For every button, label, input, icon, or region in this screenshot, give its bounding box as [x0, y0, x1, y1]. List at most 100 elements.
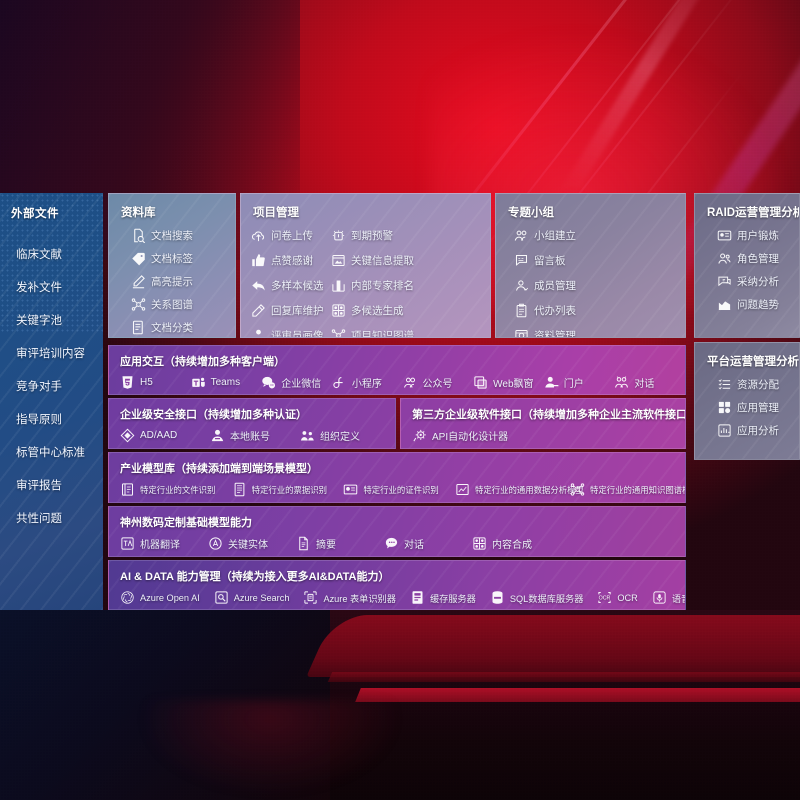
item-relation-graph[interactable]: 关系图谱 — [131, 297, 235, 312]
item-highlight-hint[interactable]: 高亮提示 — [131, 274, 235, 289]
item-archive-manage[interactable]: 资料管理 — [514, 328, 600, 338]
machine-translate-icon — [120, 536, 135, 551]
row-thirdparty-title: 第三方企业级软件接口（持续增加多种企业主流软件接口） — [412, 409, 686, 421]
item-label: Azure Open AI — [140, 592, 200, 603]
item-key-info-extract[interactable]: 关键信息提取 — [331, 253, 414, 268]
item-form-recognizer[interactable]: Azure 表单识别器 — [303, 590, 396, 605]
item-document-tag[interactable]: 文档标签 — [131, 251, 235, 266]
panel-platform-items: 资源分配 应用管理 应用分析 — [695, 369, 799, 446]
item-summary[interactable]: 摘要 — [296, 536, 384, 551]
svg-text:OCR: OCR — [599, 596, 611, 602]
resource-list-icon — [717, 377, 732, 392]
item-label: 小程序 — [351, 379, 382, 390]
item-user-training[interactable]: 用户锻炼 — [717, 228, 799, 243]
item-machine-translation[interactable]: 机器翻译 — [120, 536, 208, 551]
item-local-account[interactable]: 本地账号 — [210, 428, 300, 443]
sidebar-item-clinical-literature[interactable]: 临床文献 — [16, 249, 62, 261]
item-miniprogram[interactable]: 小程序 — [332, 375, 403, 390]
item-h5[interactable]: H5 — [120, 375, 191, 390]
item-thanks-like[interactable]: 点赞感谢 — [251, 253, 331, 268]
item-reviewer-profile[interactable]: 评审员画像 — [251, 328, 331, 338]
item-dialog[interactable]: 对话 — [614, 375, 685, 390]
item-azure-open-ai[interactable]: Azure Open AI — [120, 590, 200, 605]
item-data-analysis-model[interactable]: 特定行业的通用数据分析模型 — [455, 482, 584, 497]
item-app-management[interactable]: 应用管理 — [717, 400, 799, 415]
sidebar-item-guidelines[interactable]: 指导原则 — [16, 414, 62, 426]
row-ai-data-capability: AI & DATA 能力管理（持续为接入更多AI&DATA能力） Azure O… — [108, 560, 686, 610]
item-questionnaire-upload[interactable]: 问卷上传 — [251, 228, 331, 243]
graph-network-icon — [331, 328, 346, 337]
item-project-knowledge-graph[interactable]: 项目知识图谱 — [331, 328, 414, 337]
panel-platform-analysis: 平台运营管理分析 资源分配 应用管理 应用分析 — [694, 342, 800, 460]
item-sql-database-server[interactable]: SQL数据库服务器 — [490, 590, 583, 605]
sidebar-item-review-training[interactable]: 审评培训内容 — [16, 348, 85, 360]
panel-group-title: 专题小组 — [508, 207, 554, 219]
item-cache-server[interactable]: 缓存服务器 — [410, 590, 476, 605]
item-ad-aad[interactable]: AD/AAD — [120, 428, 210, 443]
row-application-interaction: 应用交互（持续增加多种客户端） H5 Teams 企业微信 小程序 公众号 — [108, 345, 686, 395]
item-multi-candidate-generate[interactable]: 多候选生成 — [331, 303, 411, 318]
item-due-warning[interactable]: 到期预警 — [331, 228, 411, 243]
item-label: 特定行业的文件识别 — [140, 484, 216, 495]
item-org-define[interactable]: 组织定义 — [300, 428, 390, 443]
archive-manage-icon — [514, 328, 529, 337]
sidebar-item-common-issues[interactable]: 共性问题 — [16, 513, 62, 525]
sidebar-list: 临床文献 发补文件 关键字池 审评培训内容 竞争对手 指导原则 标管中心标准 审… — [0, 239, 103, 536]
item-knowledge-graph-model[interactable]: 特定行业的通用知识图谱模型 — [570, 482, 685, 497]
role-users-icon — [717, 251, 732, 266]
app-grid-icon — [717, 400, 732, 415]
item-api-designer[interactable]: API自动化设计器 — [412, 428, 508, 443]
item-message-board[interactable]: 留言板 — [514, 253, 600, 268]
item-label: Azure 表单识别器 — [323, 593, 396, 604]
sidebar-item-competitors[interactable]: 竞争对手 — [16, 381, 62, 393]
item-adoption-analysis[interactable]: 采纳分析 — [717, 274, 799, 289]
item-content-synthesis[interactable]: 内容合成 — [472, 536, 560, 551]
item-app-analysis[interactable]: 应用分析 — [717, 423, 799, 438]
item-key-entity[interactable]: 关键实体 — [208, 536, 296, 551]
item-invoice-recognition[interactable]: 特定行业的票据识别 — [232, 482, 344, 497]
item-label: 角色管理 — [737, 253, 779, 265]
item-azure-search[interactable]: Azure Search — [214, 590, 289, 605]
item-teams[interactable]: Teams — [191, 375, 262, 390]
row-base-title: 神州数码定制基础模型能力 — [120, 517, 252, 529]
sidebar-item-supplement-files[interactable]: 发补文件 — [16, 282, 62, 294]
item-web-float-window[interactable]: Web飘窗 — [473, 375, 544, 390]
sidebar-item-standards-center[interactable]: 标管中心标准 — [16, 447, 85, 459]
item-label: 机器翻译 — [140, 540, 180, 551]
ocr-icon: OCR — [597, 590, 612, 605]
sidebar-item-review-report[interactable]: 审评报告 — [16, 480, 62, 492]
item-official-account[interactable]: 公众号 — [403, 375, 474, 390]
item-portal[interactable]: 门户 — [544, 375, 615, 390]
item-document-search[interactable]: 文档搜索 — [131, 228, 235, 243]
item-wecom[interactable]: 企业微信 — [261, 375, 332, 390]
sql-database-icon — [490, 590, 505, 605]
item-issue-trend[interactable]: 问题趋势 — [717, 297, 799, 312]
panel-project-management: 项目管理 问卷上传 到期预警 点赞感谢 关键信息提取 多样本候选 — [240, 193, 491, 338]
item-label: 评审员画像 — [271, 330, 324, 338]
item-resource-allocation[interactable]: 资源分配 — [717, 377, 799, 392]
item-role-manage[interactable]: 角色管理 — [717, 251, 799, 266]
item-file-recognition[interactable]: 特定行业的文件识别 — [120, 482, 232, 497]
item-document-category[interactable]: 文档分类 — [131, 320, 235, 335]
item-reply-library-maintain[interactable]: 回复库维护 — [251, 303, 331, 318]
item-todo-list[interactable]: 代办列表 — [514, 303, 600, 318]
teams-icon — [191, 375, 206, 390]
item-speech-understanding[interactable]: 语音理解 — [652, 590, 685, 605]
item-chat[interactable]: 对话 — [384, 536, 472, 551]
item-multi-sample-candidate[interactable]: 多样本候选 — [251, 278, 331, 293]
data-analysis-model-icon — [455, 482, 470, 497]
row-interaction-items: H5 Teams 企业微信 小程序 公众号 Web飘窗 — [109, 369, 685, 390]
item-group-create[interactable]: 小组建立 — [514, 228, 600, 243]
row-base-items: 机器翻译 关键实体 摘要 对话 内容合成 — [109, 530, 685, 551]
item-ocr[interactable]: OCR OCR — [597, 590, 638, 605]
sidebar-item-keyword-pool[interactable]: 关键字池 — [16, 315, 62, 327]
item-internal-expert-ranking[interactable]: 内部专家排名 — [331, 278, 414, 293]
item-label: 资料管理 — [534, 330, 576, 338]
item-label: 内容合成 — [492, 540, 532, 551]
generate-grid-icon — [331, 303, 346, 318]
user-card-icon — [717, 228, 732, 243]
item-id-card-recognition[interactable]: 特定行业的证件识别 — [343, 482, 455, 497]
item-member-manage[interactable]: 成员管理 — [514, 278, 600, 293]
row-ai-items: Azure Open AI Azure Search Azure 表单识别器 缓… — [109, 584, 685, 605]
person-profile-icon — [251, 328, 266, 337]
